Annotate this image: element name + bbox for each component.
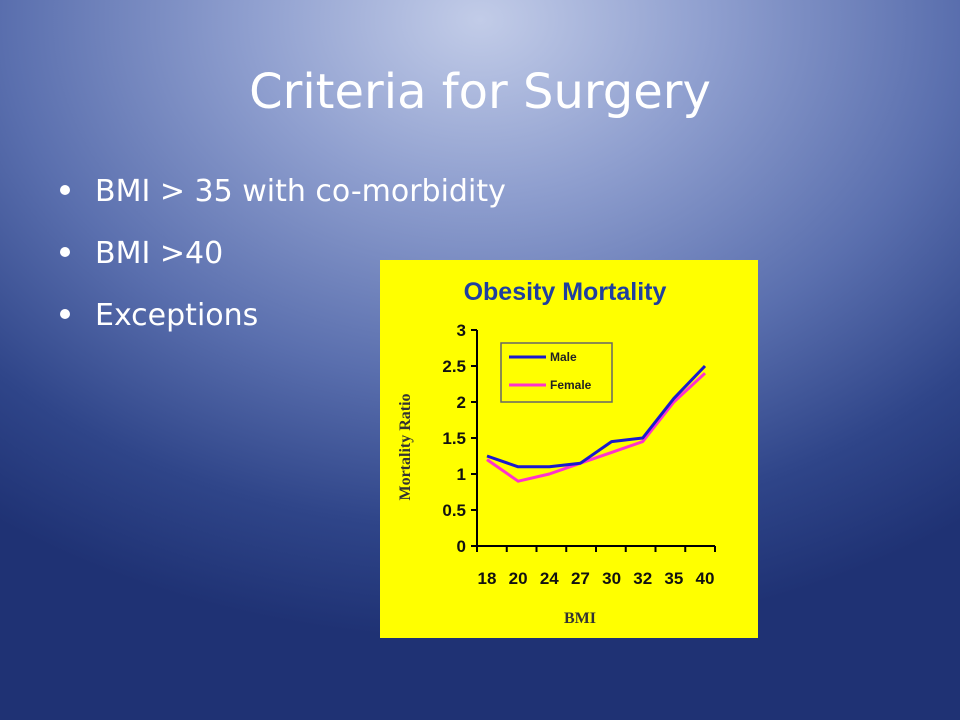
- bullet-text: BMI >40: [95, 236, 224, 271]
- y-tick-label: 2.5: [442, 357, 466, 376]
- y-tick-label: 0.5: [442, 501, 466, 520]
- bullet-dot-icon: [60, 185, 70, 195]
- x-tick-label: 18: [478, 569, 497, 588]
- x-axis-label: BMI: [564, 610, 596, 627]
- x-tick-label: 32: [633, 569, 652, 588]
- x-tick-label: 40: [696, 569, 715, 588]
- y-tick-label: 0: [457, 537, 466, 556]
- bullet-list: BMI > 35 with co-morbidity BMI >40 Excep…: [58, 172, 506, 358]
- bullet-item: Exceptions: [58, 296, 506, 336]
- bullet-item: BMI >40: [58, 234, 506, 274]
- bullet-item: BMI > 35 with co-morbidity: [58, 172, 506, 212]
- y-tick-label: 2: [457, 393, 466, 412]
- x-tick-label: 20: [509, 569, 528, 588]
- obesity-mortality-chart: Obesity Mortality Mortality Ratio BMI 0 0…: [397, 278, 716, 627]
- x-tick-label: 35: [664, 569, 683, 588]
- y-tick-label: 1.5: [442, 429, 466, 448]
- x-tick-label: 30: [602, 569, 621, 588]
- series-line-male: [486, 364, 707, 469]
- slide-title: Criteria for Surgery: [249, 64, 711, 120]
- y-tick-label: 1: [457, 465, 466, 484]
- y-tick-label: 3: [457, 321, 466, 340]
- x-tick-label: 27: [571, 569, 590, 588]
- chart-title: Obesity Mortality: [464, 278, 667, 306]
- legend-label: Male: [550, 350, 577, 364]
- bullet-text: BMI > 35 with co-morbidity: [95, 174, 506, 209]
- bullet-dot-icon: [60, 247, 70, 257]
- bullet-dot-icon: [60, 309, 70, 319]
- y-axis-label: Mortality Ratio: [397, 393, 414, 500]
- legend-label: Female: [550, 378, 592, 392]
- x-tick-label: 24: [540, 569, 559, 588]
- series-line-female: [486, 372, 707, 483]
- bullet-text: Exceptions: [95, 298, 259, 333]
- chart-panel: Obesity Mortality Mortality Ratio BMI 0 0…: [380, 260, 758, 638]
- legend-box: [500, 342, 613, 403]
